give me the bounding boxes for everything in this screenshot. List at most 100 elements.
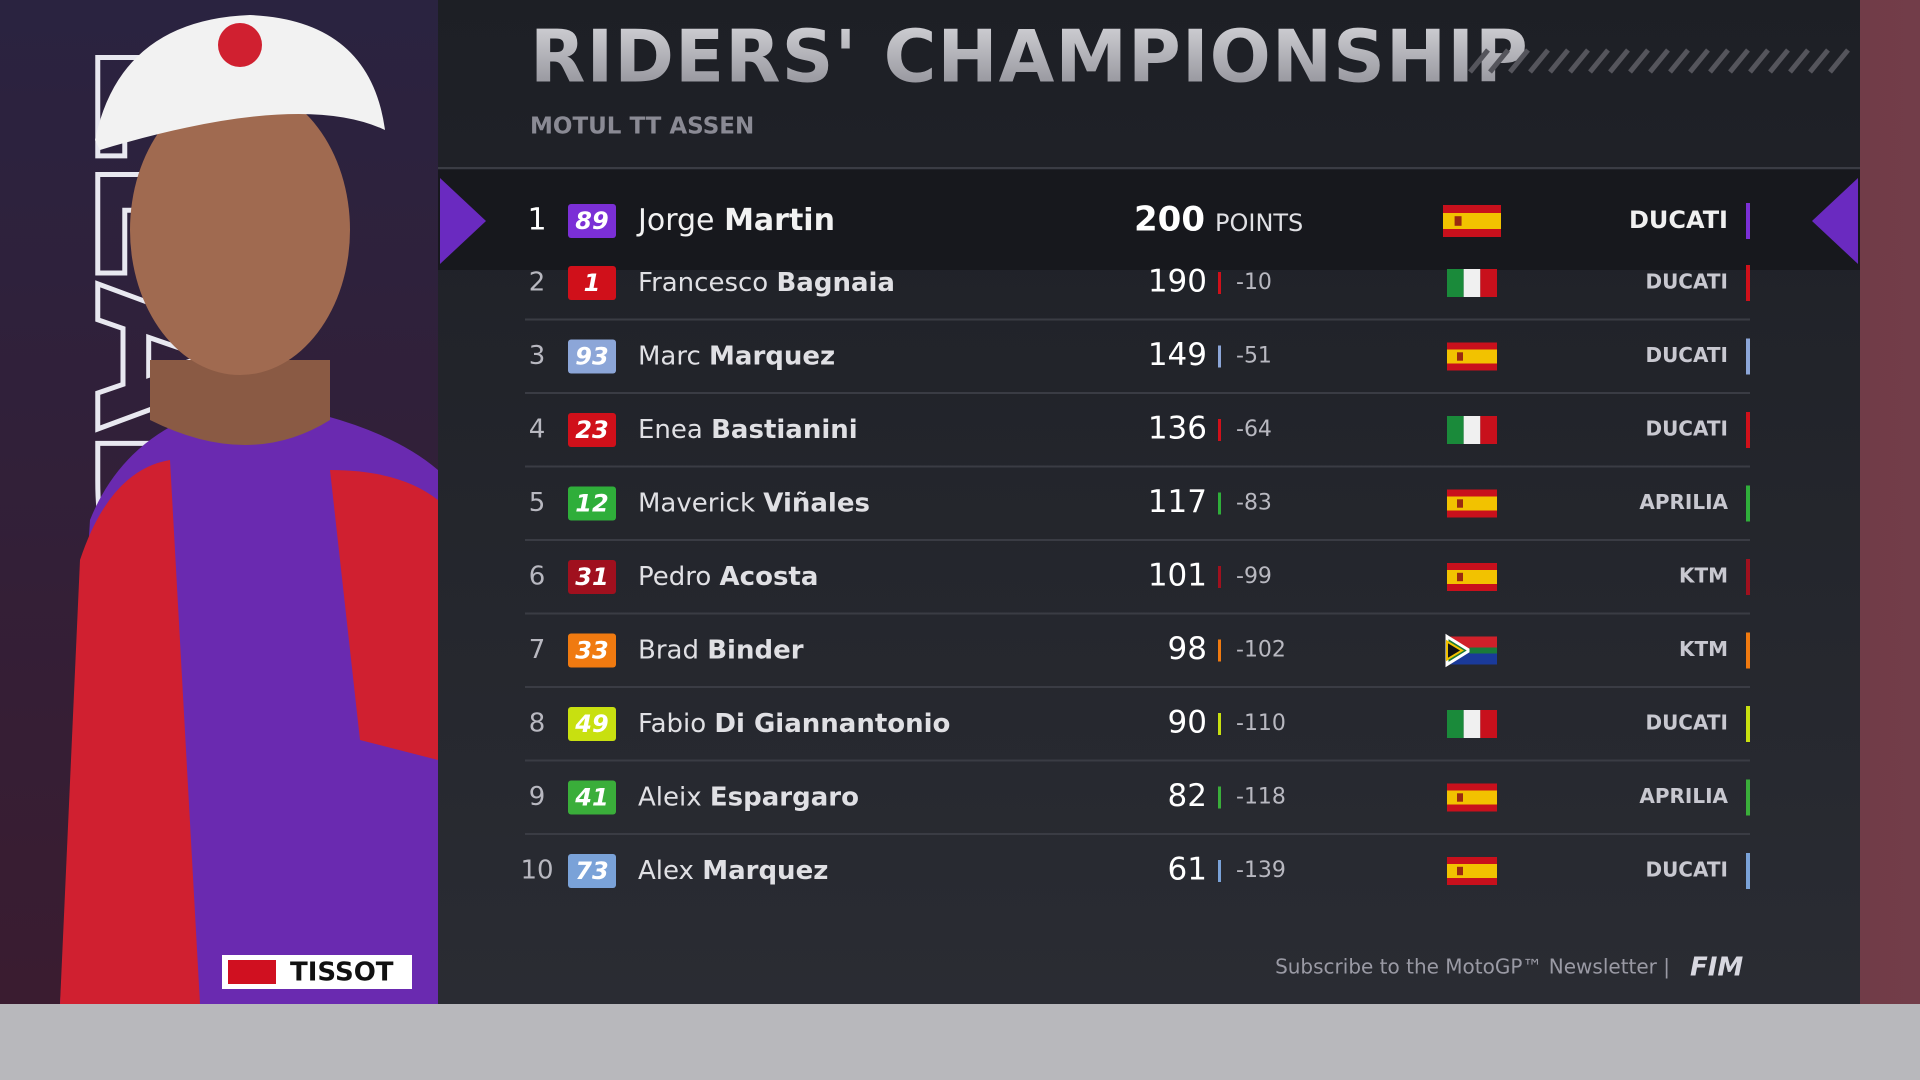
rider-number: 93 <box>575 343 608 371</box>
team-bar <box>1746 265 1750 301</box>
gap-bar <box>1218 713 1221 735</box>
team: DUCATI <box>1645 417 1728 441</box>
rider-name: Francesco Bagnaia <box>638 268 895 298</box>
title-stripes <box>1468 48 1850 74</box>
rider-number: 31 <box>575 563 608 591</box>
gap: -118 <box>1236 785 1286 810</box>
rider-number: 73 <box>575 857 608 885</box>
rider-number: 23 <box>575 416 608 444</box>
flag-part <box>1457 352 1463 361</box>
flag-part <box>1447 496 1497 511</box>
flag-part <box>1463 269 1481 297</box>
team-bar <box>1746 632 1750 669</box>
last-name: Martin <box>724 203 835 238</box>
rider-name: Alex Marquez <box>638 856 828 886</box>
flag-part <box>1457 499 1463 508</box>
team-bar <box>1746 853 1750 889</box>
rider-neck <box>150 360 330 445</box>
team-bar <box>1746 779 1750 816</box>
points: 200 <box>1134 200 1205 240</box>
flag <box>1447 269 1497 297</box>
last-name: Marquez <box>709 341 835 371</box>
gap: -64 <box>1236 417 1272 442</box>
rider-cap <box>95 15 385 150</box>
number-badge <box>568 633 616 668</box>
position: 7 <box>529 635 546 665</box>
first-name: Maverick <box>638 488 755 518</box>
gap-bar <box>1218 492 1221 515</box>
gap: -102 <box>1236 638 1286 663</box>
team: DUCATI <box>1645 270 1728 294</box>
flag-part <box>1447 790 1497 805</box>
flag-part <box>1447 570 1497 584</box>
title: RIDERS' CHAMPIONSHIP <box>530 15 1529 99</box>
flag-part <box>1463 710 1481 738</box>
flag-part <box>1463 416 1481 444</box>
rider-name: Jorge Martin <box>636 203 835 238</box>
position: 10 <box>520 856 553 886</box>
team: KTM <box>1679 564 1728 588</box>
gap-bar <box>1218 272 1221 294</box>
position: 5 <box>529 488 546 518</box>
points: 117 <box>1148 484 1207 520</box>
gap: -99 <box>1236 564 1272 589</box>
flag <box>1447 783 1497 812</box>
number-badge <box>568 707 616 741</box>
subtitle: MOTUL TT ASSEN <box>530 114 754 140</box>
rider-suit-red <box>60 460 200 1004</box>
bottom-band <box>0 1004 1920 1080</box>
flag-part <box>1447 864 1497 878</box>
gap-bar <box>1218 860 1221 882</box>
last-name: Espargaro <box>710 782 859 812</box>
team: DUCATI <box>1645 343 1728 367</box>
gap: -51 <box>1236 344 1272 369</box>
flag <box>1445 633 1497 668</box>
last-name: Marquez <box>702 856 828 886</box>
gap-bar <box>1218 419 1221 441</box>
first-name: Jorge <box>636 203 715 238</box>
footer-logo: FIM <box>1690 953 1743 983</box>
first-name: Brad <box>638 635 699 665</box>
rider-name: Enea Bastianini <box>638 415 858 445</box>
cap-logo <box>218 23 262 67</box>
flag <box>1447 857 1497 885</box>
number-badge <box>568 780 616 815</box>
last-name: Di Giannantonio <box>714 709 950 739</box>
position: 1 <box>527 203 546 238</box>
team-bar <box>1746 338 1750 375</box>
team: DUCATI <box>1629 206 1728 234</box>
points: 136 <box>1148 411 1207 447</box>
team: DUCATI <box>1645 858 1728 882</box>
rider-name: Pedro Acosta <box>638 562 818 592</box>
flag-part <box>1469 647 1497 654</box>
footer-text: Subscribe to the MotoGP™ Newsletter | <box>1275 955 1670 979</box>
position: 9 <box>529 782 546 812</box>
team-bar <box>1746 412 1750 448</box>
gap-bar <box>1218 786 1221 809</box>
points: 98 <box>1168 631 1207 667</box>
rider-name: Fabio Di Giannantonio <box>638 709 950 739</box>
flag <box>1447 710 1497 738</box>
flag-part <box>1447 416 1464 444</box>
flag-part <box>1457 572 1463 582</box>
points-label: POINTS <box>1215 209 1303 237</box>
flag-part <box>1443 213 1501 229</box>
first-name: Pedro <box>638 562 711 592</box>
rider-face <box>130 85 350 375</box>
position: 2 <box>529 268 546 298</box>
rider-number: 33 <box>575 637 608 665</box>
gap-bar <box>1218 566 1221 588</box>
flag <box>1447 342 1497 371</box>
gap: -10 <box>1236 270 1272 295</box>
number-badge <box>568 339 616 374</box>
points: 90 <box>1168 705 1207 741</box>
number-badge <box>568 854 616 888</box>
gap-bar <box>1218 639 1221 662</box>
last-name: Bagnaia <box>776 268 895 298</box>
team: DUCATI <box>1645 711 1728 735</box>
sponsor-logo <box>228 960 276 984</box>
flag <box>1447 416 1497 444</box>
points: 101 <box>1148 558 1207 594</box>
